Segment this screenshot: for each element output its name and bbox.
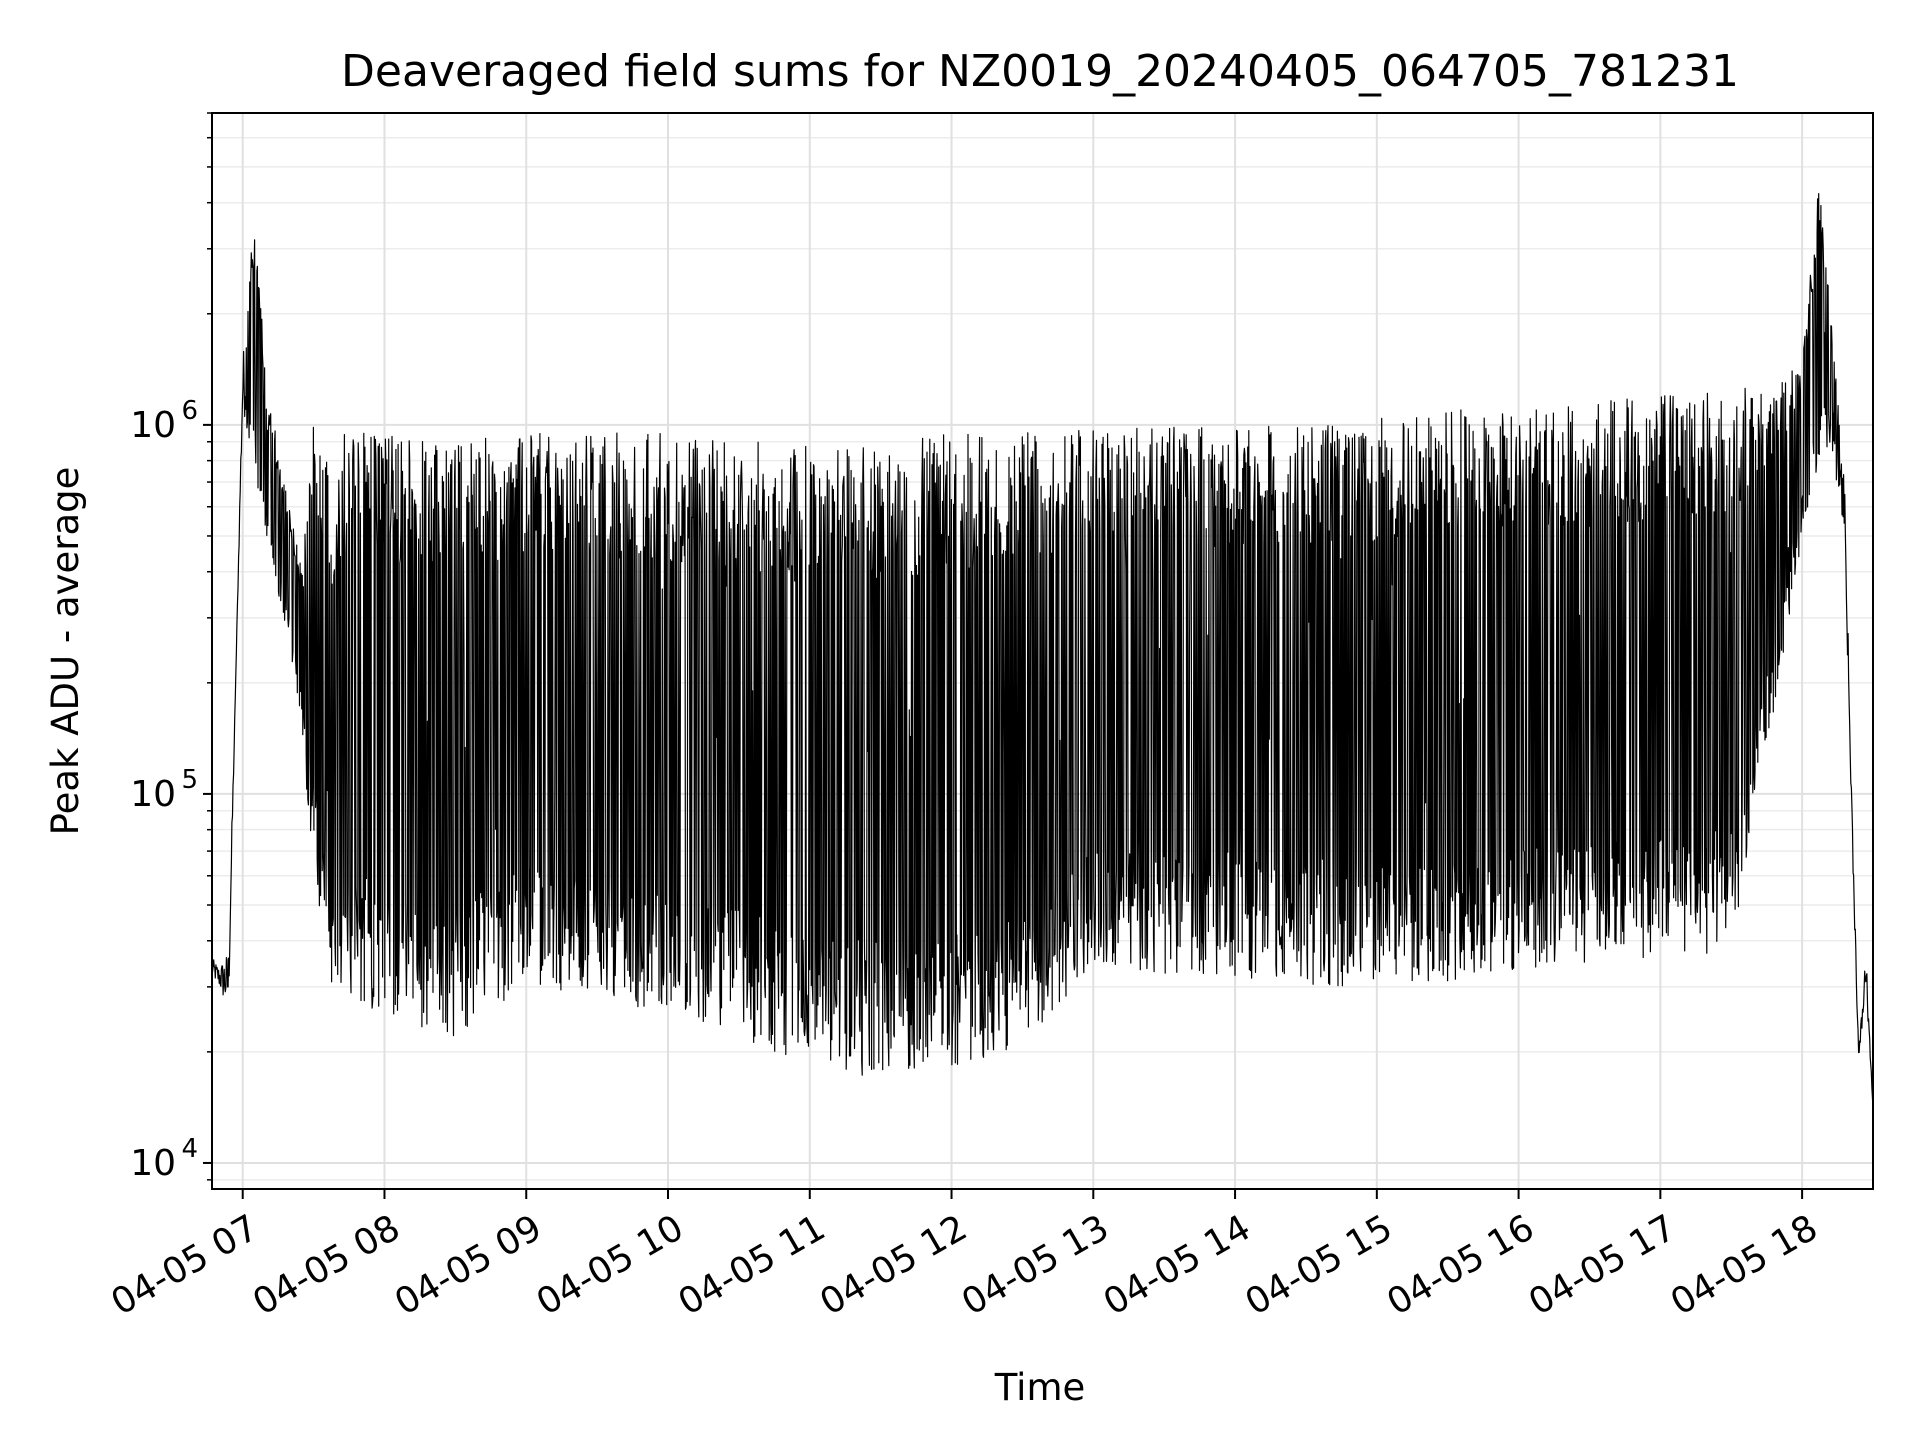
plot-area: [211, 193, 1874, 1110]
y-tick-exponent: 4: [181, 1134, 198, 1164]
x-axis-label: Time: [994, 1366, 1086, 1409]
axes-frame: [211, 112, 1874, 1190]
series-line: [211, 193, 1874, 1110]
y-tick-exponent: 6: [181, 396, 198, 426]
y-axis-label: Peak ADU - average: [44, 467, 87, 836]
y-tick-exponent: 5: [181, 765, 198, 795]
chart-title: Deaveraged field sums for NZ0019_2024040…: [341, 46, 1739, 97]
